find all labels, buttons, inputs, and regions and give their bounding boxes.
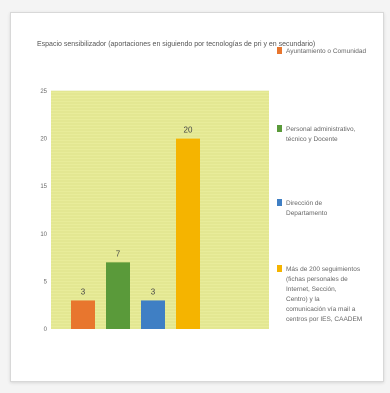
y-axis-ticks: 25 20 15 10 5 0 <box>40 89 47 333</box>
bar-chart: Espacio sensibilizador (aportaciones en … <box>37 41 366 333</box>
y-tick-label: 5 <box>44 279 48 285</box>
legend-swatch <box>277 47 282 54</box>
data-label: 20 <box>184 126 193 135</box>
data-label: 3 <box>81 287 86 296</box>
legend: Ayuntamiento o Comunidad Personal adminis… <box>277 47 366 323</box>
bar <box>141 300 165 329</box>
legend-swatch <box>277 125 282 132</box>
y-tick-label: 20 <box>40 137 47 143</box>
y-tick-label: 25 <box>40 89 47 95</box>
data-label: 3 <box>151 287 156 296</box>
legend-entry: Dirección de Departamento <box>286 200 328 217</box>
bar <box>106 262 130 329</box>
y-tick-label: 10 <box>40 232 47 238</box>
chart-title: Espacio sensibilizador (aportaciones en … <box>37 41 315 48</box>
legend-entry: Ayuntamiento o Comunidad <box>286 48 366 55</box>
bar <box>71 300 95 329</box>
legend-swatch <box>277 199 282 206</box>
y-tick-label: 15 <box>40 184 47 190</box>
chart-card: Espacio sensibilizador (aportaciones en … <box>10 12 384 382</box>
plot-area <box>51 91 269 329</box>
bar <box>176 138 200 329</box>
legend-entry: Personal administrativo, técnico y Docent… <box>286 126 356 143</box>
legend-entry: Más de 200 seguimientos (fichas personale… <box>286 266 362 323</box>
data-labels: 3 7 3 20 <box>81 126 193 297</box>
bars <box>71 138 200 329</box>
y-tick-label: 0 <box>44 327 48 333</box>
legend-swatch <box>277 265 282 272</box>
data-label: 7 <box>116 249 121 258</box>
